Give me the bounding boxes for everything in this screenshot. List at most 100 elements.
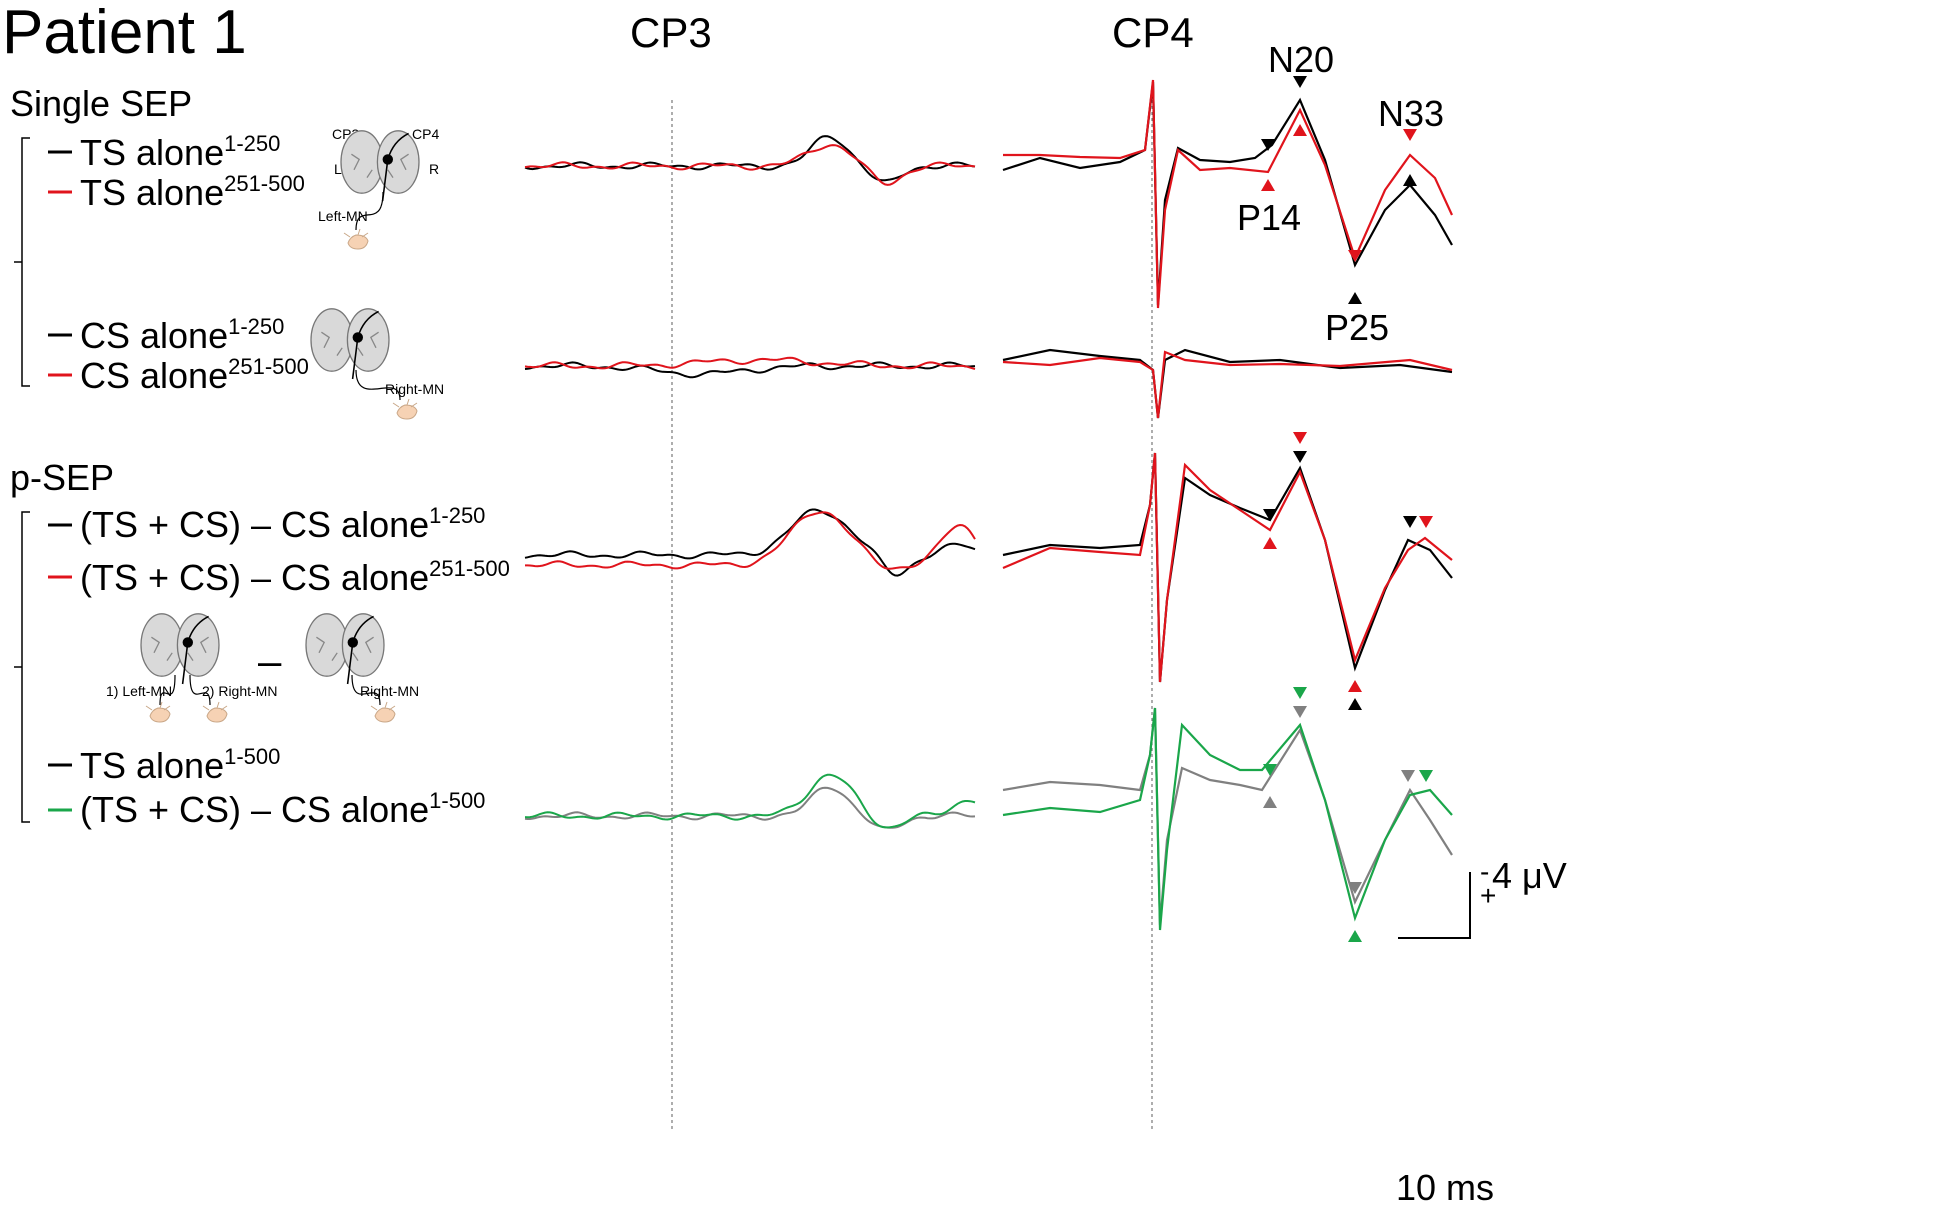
peak-marker <box>1293 451 1307 463</box>
legend-lines <box>48 150 72 812</box>
scale-time-label: 10 ms <box>1396 1167 1495 1208</box>
legend-cs-alone-251-500: CS alone251-500 <box>80 356 309 394</box>
peak-marker <box>1348 930 1362 942</box>
brain-hemisphere-left <box>310 308 354 372</box>
section-brackets <box>14 137 30 823</box>
hand-icon <box>392 398 418 420</box>
brain-icon <box>305 613 385 685</box>
brain-hemisphere-right <box>176 613 220 677</box>
diagram-label-l: L <box>334 161 342 177</box>
peak-marker <box>1261 179 1275 191</box>
trace-line <box>524 508 976 577</box>
hand-icon <box>145 701 171 723</box>
brain-hemisphere-right <box>376 130 420 194</box>
scale-negative-sign: - <box>1480 856 1490 887</box>
peak-marker <box>1348 680 1362 692</box>
nerve-path <box>159 674 176 706</box>
legend-cs-alone-1-250: CS alone1-250 <box>80 316 284 354</box>
diagram-label-cp4: CP4 <box>412 126 440 142</box>
peak-marker <box>1348 250 1362 262</box>
diagram-label-right-mn-sub: Right-MN <box>360 683 420 699</box>
peak-marker <box>1419 770 1433 782</box>
peak-marker <box>1263 509 1277 521</box>
peak-marker <box>1403 174 1417 186</box>
trace-line <box>1002 452 1453 683</box>
trace-line <box>524 773 976 829</box>
peak-marker <box>1293 687 1307 699</box>
section-p-sep: p-SEP <box>10 457 115 498</box>
diagram-label-right-mn-cs: Right-MN <box>385 381 445 397</box>
brain-hemisphere-left <box>340 130 384 194</box>
figure-title: Patient 1 <box>2 0 247 67</box>
peak-marker <box>1348 292 1362 304</box>
trace-line <box>1002 707 1453 931</box>
trace-line <box>525 511 976 570</box>
legend-superscript: 251-500 <box>228 354 309 379</box>
trace-line <box>1002 348 1453 419</box>
legend-superscript: 1-500 <box>224 744 281 769</box>
peak-markers <box>1261 76 1433 942</box>
bracket <box>14 511 30 823</box>
peak-marker <box>1263 764 1277 776</box>
scale-bar <box>1398 872 1471 939</box>
scale-positive-sign: + <box>1480 880 1497 911</box>
diagram-label-right-mn-2: 2) Right-MN <box>202 683 278 699</box>
diagram-label-left-mn-1: 1) Left-MN <box>106 683 173 699</box>
legend-superscript: 1-250 <box>228 314 285 339</box>
peak-marker <box>1401 770 1415 782</box>
section-single-sep: Single SEP <box>10 83 193 124</box>
trace-line <box>1002 707 1453 926</box>
legend-psep-251-500: (TS + CS) – CS alone251-500 <box>80 558 510 596</box>
peak-marker <box>1263 537 1277 549</box>
peak-marker <box>1293 76 1307 88</box>
legend-superscript: 251-500 <box>224 171 305 196</box>
brain-hemisphere-left <box>140 613 184 677</box>
legend-superscript: 251-500 <box>429 556 510 581</box>
peak-marker <box>1293 124 1307 136</box>
brain-hemisphere-right <box>346 308 390 372</box>
nerve-path <box>355 369 401 401</box>
peak-marker <box>1263 796 1277 808</box>
legend-psep-1-250: (TS + CS) – CS alone1-250 <box>80 505 485 543</box>
brain-hemisphere-right <box>341 613 385 677</box>
scale-bar-lines <box>1398 872 1471 939</box>
legend-ts-alone-1-500: TS alone1-500 <box>80 746 280 784</box>
peak-marker <box>1348 882 1362 894</box>
column-label-cp3: CP3 <box>630 9 712 56</box>
legend-text: (TS + CS) – CS alone <box>80 789 430 830</box>
legend-superscript: 1-250 <box>224 131 281 156</box>
brain-pathway <box>346 615 374 685</box>
legend-text: TS alone <box>80 172 225 213</box>
peak-marker <box>1403 516 1417 528</box>
legend-psep-1-500: (TS + CS) – CS alone1-500 <box>80 790 485 828</box>
brain-hemisphere-left <box>305 613 349 677</box>
brain-icon <box>340 130 420 202</box>
brain-sulci <box>321 331 379 356</box>
brain-sulci <box>151 636 209 661</box>
peak-marker <box>1293 706 1307 718</box>
legend-ts-alone-1-250: TS alone1-250 <box>80 133 280 171</box>
trace-line <box>1002 81 1453 306</box>
peak-label-p14: P14 <box>1237 197 1302 238</box>
peak-label-n33: N33 <box>1378 93 1445 134</box>
brain-icon <box>140 613 220 685</box>
hand-icon <box>370 701 396 723</box>
peak-marker <box>1348 698 1362 710</box>
schematic-diagrams <box>140 130 420 723</box>
peak-marker <box>1261 139 1275 151</box>
trace-line <box>1002 350 1453 419</box>
legend-text: TS alone <box>80 132 225 173</box>
trace-line <box>1002 452 1453 683</box>
peak-marker <box>1293 432 1307 444</box>
legend-text: (TS + CS) – CS alone <box>80 504 430 545</box>
column-label-cp4: CP4 <box>1112 9 1194 56</box>
nerve-path <box>355 191 384 231</box>
legend-ts-alone-251-500: TS alone251-500 <box>80 173 305 211</box>
trace-line <box>524 361 976 379</box>
peak-label-n20: N20 <box>1268 39 1335 80</box>
legend-text: CS alone <box>80 315 229 356</box>
trace-line <box>524 356 976 370</box>
peak-marker <box>1419 516 1433 528</box>
traces <box>524 79 1453 1132</box>
